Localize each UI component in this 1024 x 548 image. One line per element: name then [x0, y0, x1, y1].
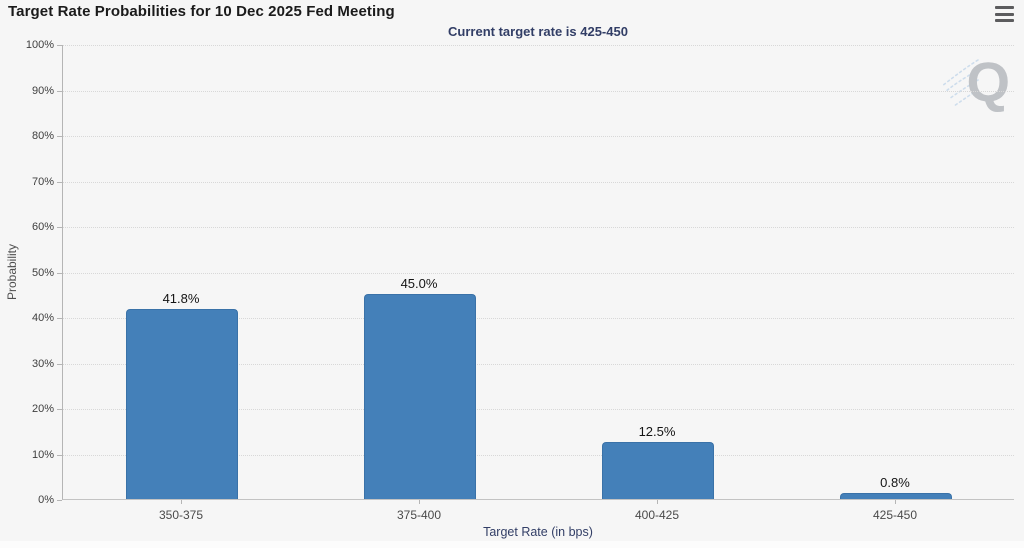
bar-value-label: 0.8% [880, 475, 910, 490]
y-axis-tick-mark [57, 136, 62, 137]
y-axis-tick-label: 0% [38, 494, 54, 506]
gridline-80pct [63, 136, 1014, 137]
gridline-40pct [63, 318, 1014, 319]
y-axis-tick-mark [57, 272, 62, 274]
gridline-20pct [63, 409, 1014, 410]
y-axis-tick-label: 50% [31, 266, 54, 279]
bar-value-label: 45.0% [400, 276, 438, 292]
chart-subtitle: Current target rate is 425-450 [448, 24, 628, 39]
y-axis-tick-label: 10% [31, 448, 54, 461]
x-axis-tick-label: 425-450 [872, 508, 918, 522]
x-axis-tick-label: 400-425 [634, 508, 680, 522]
x-axis-tick-mark [419, 500, 420, 504]
gridline-70pct [63, 181, 1014, 183]
y-axis-tick-label: 90% [31, 84, 54, 97]
x-axis-title: Target Rate (in bps) [483, 525, 593, 539]
y-axis-tick-label: 100% [25, 39, 54, 51]
y-axis-tick-mark [57, 500, 62, 501]
y-axis-tick-label: 40% [31, 312, 54, 324]
y-axis-tick-mark [57, 318, 62, 319]
y-axis-tick-label: 20% [31, 403, 54, 415]
bar-425-450[interactable] [840, 493, 952, 499]
bar-350-375[interactable] [126, 308, 238, 499]
y-axis-tick-label: 60% [31, 221, 54, 233]
hamburger-bar [995, 6, 1014, 9]
hamburger-bar [995, 12, 1014, 16]
x-axis-tick-mark [895, 500, 896, 504]
x-axis-tick-label: 375-400 [396, 508, 442, 522]
y-axis-tick-mark [57, 45, 62, 46]
bar-value-label: 12.5% [638, 424, 676, 440]
hamburger-menu-icon[interactable] [995, 6, 1015, 22]
x-axis-tick-mark [657, 500, 658, 504]
bar-value-label: 41.8% [162, 290, 200, 306]
y-axis-tick-mark [57, 454, 62, 456]
gridline-10pct [63, 454, 1014, 456]
x-axis-tick-mark [181, 500, 182, 504]
y-axis-tick-mark [57, 90, 62, 92]
y-axis-tick-mark [57, 363, 62, 365]
chart-title: Target Rate Probabilities for 10 Dec 202… [8, 3, 395, 20]
y-axis-tick-label: 70% [31, 175, 54, 188]
gridline-100pct [63, 45, 1014, 46]
plot-area [62, 45, 1014, 500]
hamburger-bar [995, 19, 1014, 22]
x-axis-tick-label: 350-375 [158, 508, 204, 522]
y-axis-tick-label: 80% [31, 130, 54, 142]
gridline-30pct [63, 363, 1014, 365]
gridline-50pct [63, 272, 1014, 274]
bottom-strip [0, 541, 1024, 548]
y-axis-tick-label: 30% [31, 357, 54, 370]
gridline-90pct [63, 90, 1014, 92]
y-axis-tick-mark [57, 181, 62, 183]
bar-400-425[interactable] [602, 442, 714, 499]
bar-375-400[interactable] [364, 294, 476, 499]
y-axis-tick-mark [57, 227, 62, 228]
y-axis-tick-mark [57, 409, 62, 410]
gridline-60pct [63, 227, 1014, 228]
